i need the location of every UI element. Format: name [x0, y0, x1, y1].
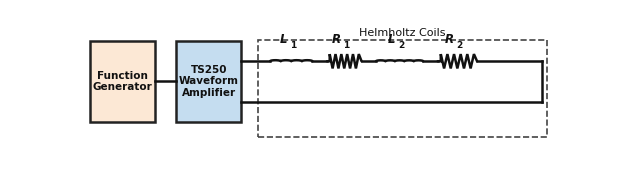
Text: R: R	[332, 33, 340, 46]
Text: L: L	[388, 33, 396, 46]
Bar	[258, 40, 547, 137]
Text: R: R	[445, 33, 453, 46]
Bar	[89, 41, 155, 122]
Text: 1: 1	[343, 41, 350, 50]
Bar	[176, 41, 241, 122]
Text: 2: 2	[456, 41, 463, 50]
Text: Function
Generator: Function Generator	[93, 71, 152, 92]
Text: 2: 2	[399, 41, 405, 50]
Text: Helmholtz Coils: Helmholtz Coils	[359, 29, 446, 39]
Text: L: L	[280, 33, 288, 46]
Text: TS250
Waveform
Amplifier: TS250 Waveform Amplifier	[179, 65, 238, 98]
Text: 1: 1	[291, 41, 297, 50]
